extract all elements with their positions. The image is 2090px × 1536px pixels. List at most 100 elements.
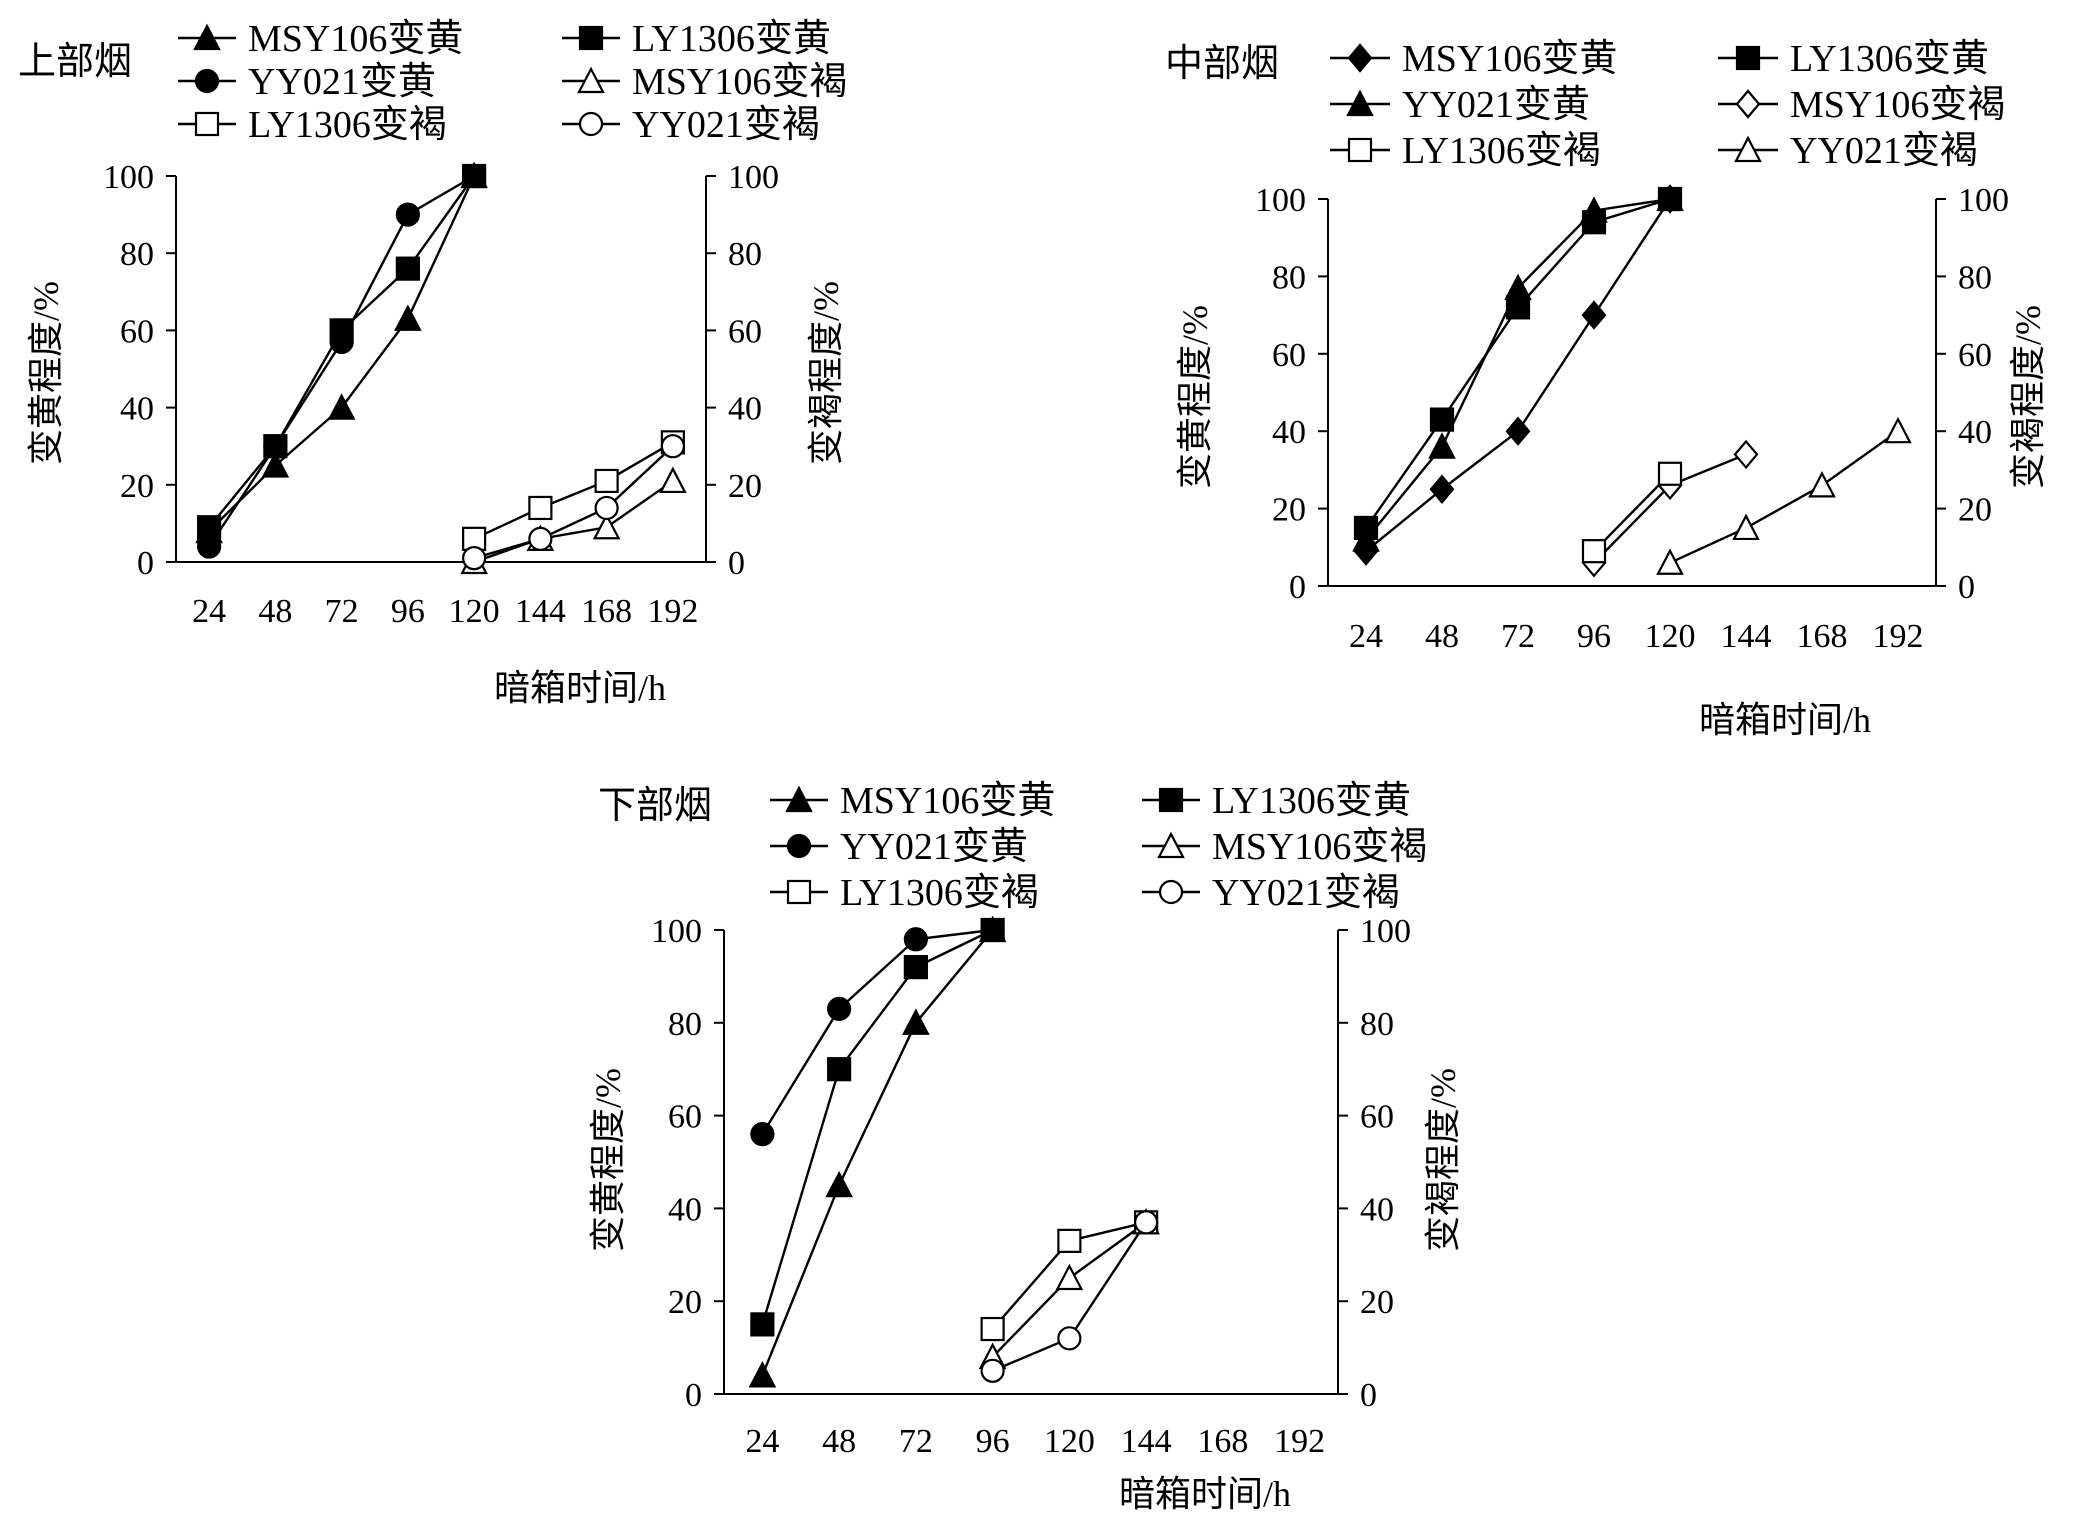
legend-marker: [1734, 135, 1762, 163]
data-point: [594, 495, 619, 521]
legend-label: LY1306变褐: [1402, 130, 1601, 172]
data-point: [395, 202, 420, 227]
data-point: [1055, 1263, 1084, 1291]
legend-entry: MSY106变黄: [770, 780, 1055, 822]
legend-marker: [578, 25, 604, 51]
data-point: [1504, 273, 1532, 301]
legend-entry: LY1306变褐: [178, 104, 447, 146]
y-tick-label-left: 80: [1272, 259, 1306, 296]
legend-marker: [1735, 89, 1761, 119]
legend-entry: LY1306变黄: [1142, 780, 1411, 822]
x-tick-label: 168: [581, 593, 632, 630]
series-line: [473, 445, 674, 560]
series: [1656, 416, 1912, 575]
legend-label: LY1306变黄: [632, 18, 831, 60]
data-point: [1657, 461, 1683, 486]
y-tick-label-left: 0: [685, 1377, 702, 1414]
data-point: [980, 1358, 1005, 1383]
legend-entry: YY021变黄: [770, 826, 1028, 868]
y-tick-label-right: 60: [1958, 337, 1992, 374]
y-tick-label-right: 60: [728, 313, 762, 350]
x-tick-label: 120: [1044, 1423, 1095, 1460]
data-point: [261, 451, 290, 478]
panel-title: 上部烟: [18, 41, 132, 83]
data-point: [1884, 416, 1912, 444]
data-point: [748, 1361, 777, 1388]
x-tick-label: 168: [1197, 1423, 1248, 1460]
data-point: [1134, 1210, 1159, 1235]
panel-title: 中部烟: [1165, 43, 1279, 85]
legend-marker: [1158, 879, 1184, 905]
data-point: [395, 256, 420, 281]
legend-label: MSY106变褐: [632, 61, 847, 103]
x-tick-label: 120: [1645, 618, 1696, 655]
series-line: [1365, 197, 1671, 529]
chart-panel-middle: 中部烟 暗箱时间/h 变黄程度/% 变褐程度/% 0 0 20 20 40 40 60 60 8…: [1165, 38, 2048, 740]
y-tick-label-right: 20: [1958, 492, 1992, 529]
series: [197, 163, 487, 559]
x-tick-label: 144: [1121, 1423, 1172, 1460]
legend-marker: [194, 111, 220, 137]
legend-label: LY1306变褐: [248, 104, 447, 146]
legend-marker: [1158, 787, 1184, 813]
x-tick-label: 192: [1274, 1423, 1325, 1460]
data-point: [1732, 513, 1760, 541]
y-axis-title-right: 变褐程度/%: [2008, 305, 2048, 489]
legend-entry: YY021变褐: [1718, 130, 1978, 172]
y-tick-label-right: 60: [1360, 1099, 1394, 1136]
data-point: [1656, 184, 1684, 212]
series: [750, 917, 1005, 1147]
series-line: [1365, 198, 1672, 553]
legend-entry: YY021变黄: [178, 61, 436, 103]
legend-label: YY021变褐: [1212, 872, 1400, 914]
data-point: [980, 917, 1005, 943]
y-tick-label-left: 40: [120, 391, 154, 428]
data-point: [980, 1316, 1005, 1342]
legend-entry: MSY106变褐: [1142, 826, 1427, 868]
data-point: [827, 996, 852, 1021]
data-point: [659, 466, 687, 494]
y-tick-label-left: 100: [1255, 182, 1306, 219]
y-axis-title-left: 变黄程度/%: [588, 1068, 628, 1252]
data-point: [1352, 525, 1380, 552]
data-point: [1057, 1326, 1082, 1351]
x-tick-label: 192: [1873, 618, 1924, 655]
y-axis-title-left: 变黄程度/%: [26, 281, 66, 465]
x-tick-label: 48: [822, 1423, 856, 1460]
y-tick-label-right: 80: [1958, 259, 1992, 296]
legend-entry: YY021变黄: [1330, 84, 1590, 126]
data-point: [1429, 474, 1455, 504]
legend-label: LY1306变黄: [1790, 38, 1989, 80]
data-point: [327, 393, 356, 420]
y-tick-label-left: 0: [1289, 569, 1306, 606]
legend-label: MSY106变黄: [1402, 38, 1617, 80]
legend-marker: [1346, 89, 1374, 117]
y-tick-label-right: 80: [1360, 1006, 1394, 1043]
legend-marker: [578, 111, 604, 137]
y-tick-label-right: 40: [1958, 414, 1992, 451]
data-point: [903, 927, 928, 952]
data-point: [660, 434, 685, 459]
legend-marker: [1735, 45, 1761, 71]
chart-panel-lower: 下部烟 暗箱时间/h 变黄程度/% 变褐程度/% 0 0 20 20 40 40 60 60 8…: [588, 780, 1463, 1514]
series: [1352, 184, 1684, 552]
series: [980, 1210, 1159, 1383]
y-tick-label-right: 20: [1360, 1284, 1394, 1321]
x-axis-title: 暗箱时间/h: [1119, 1474, 1291, 1514]
x-tick-label: 96: [391, 593, 425, 630]
legend-label: YY021变褐: [632, 104, 820, 146]
legend-entry: LY1306变黄: [1718, 38, 1989, 80]
data-point: [1656, 548, 1684, 575]
data-point: [750, 1312, 775, 1337]
legend-marker: [786, 833, 812, 859]
y-tick-label-left: 80: [668, 1006, 702, 1043]
legend-label: YY021变褐: [1790, 130, 1978, 172]
chart-panel-upper: 上部烟 暗箱时间/h 变黄程度/% 变褐程度/% 0 0 20 20 40 40 60 60 8…: [18, 18, 847, 708]
data-point: [1733, 439, 1759, 470]
x-tick-label: 72: [1501, 618, 1535, 655]
series-line: [761, 929, 994, 1376]
data-point: [1057, 1228, 1082, 1253]
y-tick-label-right: 20: [728, 468, 762, 505]
legend-entry: MSY106变褐: [562, 61, 847, 103]
y-tick-label-right: 0: [1360, 1377, 1377, 1414]
